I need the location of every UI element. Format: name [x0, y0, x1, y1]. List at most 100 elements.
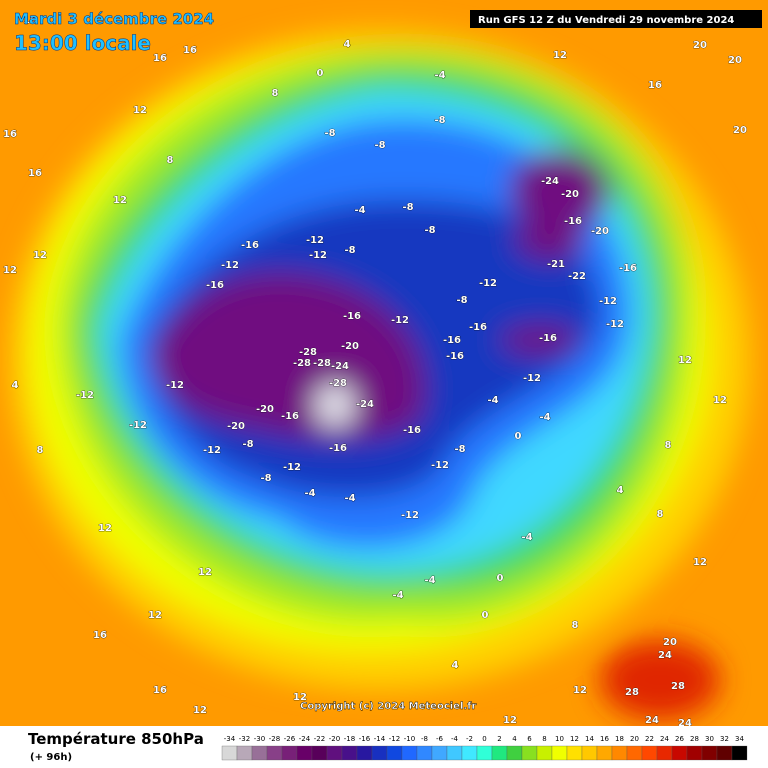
map-label: -16: [469, 322, 487, 333]
map-label: 4: [12, 380, 19, 391]
lead-time: (+ 96h): [30, 752, 72, 763]
legend-label: 30: [705, 735, 714, 743]
map-label: -12: [283, 462, 301, 473]
legend-swatch: [596, 745, 613, 761]
map-label: -16: [564, 216, 582, 227]
map-label: -12: [479, 278, 497, 289]
legend-label: 6: [527, 735, 532, 743]
legend-label: -8: [421, 735, 428, 743]
map-label: -28: [313, 358, 331, 369]
legend-label: -16: [359, 735, 371, 743]
legend-swatch: [266, 745, 283, 761]
legend-swatch: [281, 745, 298, 761]
legend-label: -10: [404, 735, 415, 743]
legend-swatch: [656, 745, 673, 761]
map-label: -28: [293, 358, 311, 369]
map-label: -20: [341, 341, 359, 352]
map-label: -12: [221, 260, 239, 271]
legend-label: 22: [645, 735, 654, 743]
legend-swatch: [506, 745, 523, 761]
map-label: -12: [599, 296, 617, 307]
map-label: -8: [374, 140, 385, 151]
map-label: -16: [403, 425, 421, 436]
legend-swatch: [686, 745, 703, 761]
map-label: -16: [619, 263, 637, 274]
legend-label: -22: [314, 735, 325, 743]
map-label: -12: [129, 420, 147, 431]
map-label: 16: [153, 53, 167, 64]
legend-swatch: [326, 745, 343, 761]
map-label: 4: [617, 485, 624, 496]
map-label: 12: [133, 105, 147, 116]
map-label: 8: [665, 440, 672, 451]
legend-swatch: [296, 745, 313, 761]
map-label: -21: [547, 259, 565, 270]
legend-label: 24: [660, 735, 669, 743]
map-label: -8: [324, 128, 335, 139]
legend-label: 18: [615, 735, 624, 743]
map-label: -4: [344, 493, 355, 504]
map-label: 24: [645, 715, 659, 726]
map-label: 16: [648, 80, 662, 91]
map-label: 12: [553, 50, 567, 61]
map-label: -4: [354, 205, 365, 216]
legend-swatch: [701, 745, 718, 761]
map-label: 8: [167, 155, 174, 166]
map-label: 0: [482, 610, 489, 621]
map-label: 28: [671, 681, 685, 692]
map-label: -12: [166, 380, 184, 391]
legend-label: 28: [690, 735, 699, 743]
legend-swatch: [641, 745, 658, 761]
legend-swatch: [476, 745, 493, 761]
map-label: 0: [497, 573, 504, 584]
map-label: 24: [658, 650, 672, 661]
map-label: 12: [198, 567, 212, 578]
legend-swatch: [401, 745, 418, 761]
map-label: 0: [515, 431, 522, 442]
legend-label: -24: [299, 735, 311, 743]
date: Mardi 3 décembre 2024: [14, 10, 214, 28]
map-label: 20: [733, 125, 747, 136]
map-label: -12: [203, 445, 221, 456]
run-box: [470, 10, 762, 28]
legend-swatch: [716, 745, 733, 761]
map-label: -22: [568, 271, 586, 282]
map-label: 12: [33, 250, 47, 261]
map-label: -20: [227, 421, 245, 432]
map-label: -12: [401, 510, 419, 521]
legend-label: -18: [344, 735, 355, 743]
legend-swatch: [731, 745, 748, 761]
legend-swatch: [671, 745, 688, 761]
map-label: -20: [591, 226, 609, 237]
map-label: 12: [113, 195, 127, 206]
map-label: -16: [281, 411, 299, 422]
legend-swatch: [521, 745, 538, 761]
map-label: -12: [606, 319, 624, 330]
time: 13:00 locale: [14, 31, 151, 55]
map-label: 12: [573, 685, 587, 696]
legend-swatch: [236, 745, 253, 761]
map-label: 16: [28, 168, 42, 179]
map-label: -16: [446, 351, 464, 362]
legend-label: 16: [600, 735, 609, 743]
legend: -34 -32 -30 -28 -26 -24 -22 -20 -18 -16 -14 -12 -10-…: [221, 735, 748, 761]
map-label: -24: [356, 399, 374, 410]
legend-swatch: [416, 745, 433, 761]
map-label: -16: [539, 333, 557, 344]
legend-swatch: [221, 745, 238, 761]
legend-swatch: [551, 745, 568, 761]
map-label: 8: [37, 445, 44, 456]
map-label: -16: [343, 311, 361, 322]
map-label: -4: [304, 488, 315, 499]
map-label: -16: [443, 335, 461, 346]
run-info: Run GFS 12 Z du Vendredi 29 novembre 202…: [478, 15, 734, 26]
map-label: 20: [663, 637, 677, 648]
copyright: Copyright (c) 2024 Meteociel.fr: [300, 701, 477, 712]
legend-swatch: [536, 745, 553, 761]
map-label: 12: [293, 692, 307, 703]
legend-label: -14: [374, 735, 386, 743]
map-label: 16: [183, 45, 197, 56]
legend-swatch: [461, 745, 478, 761]
map-label: 16: [93, 630, 107, 641]
